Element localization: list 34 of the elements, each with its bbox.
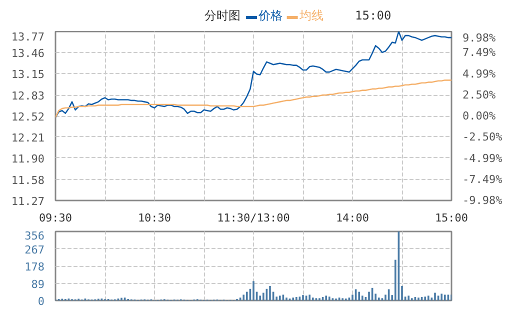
text: 15:00 [355, 8, 392, 22]
y2-tick-label: 4.99% [462, 67, 496, 80]
x-tick-label: 09:30 [38, 212, 72, 224]
y2-tick-label: 7.49% [462, 46, 496, 60]
x-tick-label: 10:30 [138, 212, 172, 224]
x-tick-label: 11:30/13:00 [217, 212, 290, 224]
y-tick-label: 12.83 [11, 90, 45, 103]
y2-tick-label: 2.50% [462, 88, 496, 102]
y-tick-label: 11.58 [11, 174, 45, 188]
y-tick-label: 178 [24, 260, 45, 274]
y2-tick-label: -4.99% [462, 152, 503, 165]
x-tick-label: 14:00 [336, 212, 370, 224]
x-tick-label: 15:00 [434, 212, 468, 224]
y2-tick-label: -2.50% [462, 130, 503, 144]
line-series [56, 32, 452, 118]
y-tick-label: 13.15 [11, 68, 45, 81]
y-tick-label: 267 [24, 243, 45, 256]
y-tick-label: 89 [31, 278, 45, 291]
y-tick-label: 11.90 [11, 152, 45, 166]
y-tick-label: 13.46 [11, 46, 45, 60]
y-tick-label: 12.52 [11, 110, 45, 124]
y2-tick-label: -9.98% [462, 194, 503, 207]
y-tick-label: 13.77 [11, 30, 45, 44]
y-tick-label: 356 [24, 230, 45, 242]
chart-title: 分时图 [204, 8, 240, 22]
y-tick-label: 12.21 [11, 131, 45, 144]
y-tick-label: 0 [38, 295, 44, 308]
y2-tick-label: -7.49% [462, 172, 503, 186]
line-series [56, 80, 452, 118]
y2-tick-label: 0.00% [462, 110, 496, 122]
legend-label: 均线 [298, 8, 324, 22]
y2-tick-label: 9.98% [462, 32, 496, 44]
legend-label: 价格 [258, 8, 283, 22]
y-tick-label: 11.27 [11, 195, 45, 208]
